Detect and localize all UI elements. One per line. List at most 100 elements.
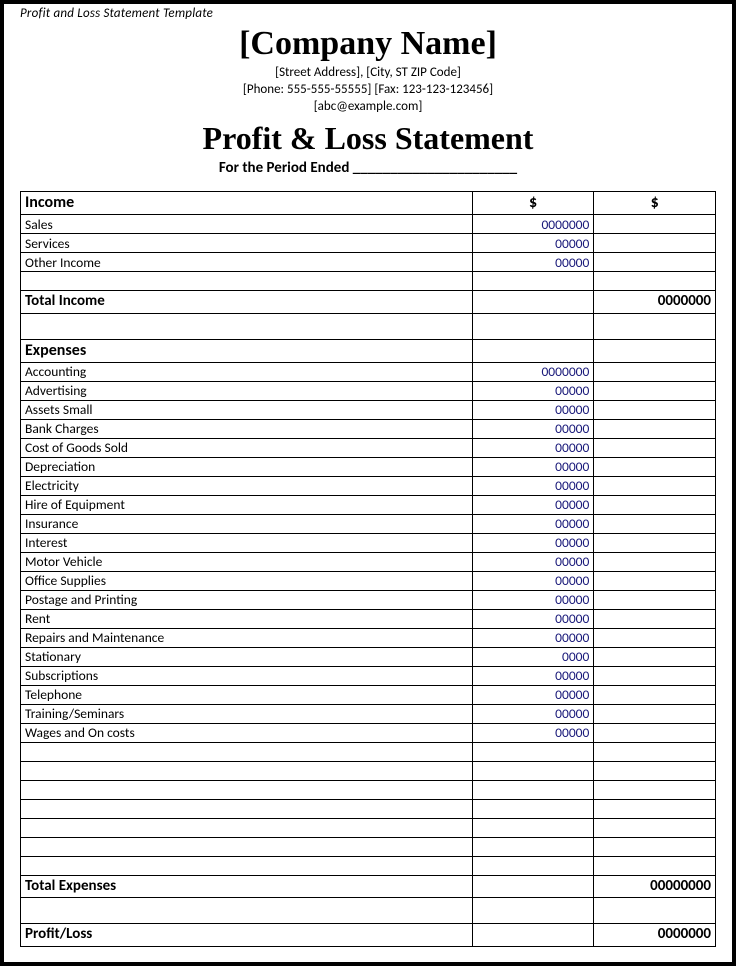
expense-row: Repairs and Maintenance00000 bbox=[21, 629, 716, 648]
expense-row-value: 00000 bbox=[472, 477, 594, 496]
expense-row: Hire of Equipment00000 bbox=[21, 496, 716, 515]
expense-row-label: Subscriptions bbox=[21, 667, 473, 686]
expense-row-label: Hire of Equipment bbox=[21, 496, 473, 515]
expense-row-value: 00000 bbox=[472, 610, 594, 629]
expense-row: Electricity00000 bbox=[21, 477, 716, 496]
total-income-row: Total Income 0000000 bbox=[21, 291, 716, 313]
expenses-heading-row: Expenses bbox=[21, 339, 716, 362]
expense-row-value: 00000 bbox=[472, 591, 594, 610]
expense-row-value: 00000 bbox=[472, 458, 594, 477]
email-line: [abc@example.com] bbox=[20, 99, 716, 114]
blank-row bbox=[21, 838, 716, 857]
income-row-label: Other Income bbox=[21, 253, 473, 272]
income-row-value: 0000000 bbox=[472, 215, 594, 234]
expense-row-label: Office Supplies bbox=[21, 572, 473, 591]
statement-table: Income $ $ Sales0000000Services00000Othe… bbox=[20, 191, 716, 947]
expense-row: Postage and Printing00000 bbox=[21, 591, 716, 610]
expense-row-value: 00000 bbox=[472, 705, 594, 724]
expense-rows: Accounting0000000Advertising00000Assets … bbox=[21, 363, 716, 743]
expense-row-value: 00000 bbox=[472, 515, 594, 534]
period-line: For the Period Ended ___________________… bbox=[20, 159, 716, 177]
section-gap-2 bbox=[21, 898, 716, 924]
currency-col-1: $ bbox=[472, 192, 594, 215]
income-heading-row: Income $ $ bbox=[21, 192, 716, 215]
expense-row-value: 00000 bbox=[472, 439, 594, 458]
expense-row-value: 00000 bbox=[472, 629, 594, 648]
expense-row-total bbox=[594, 477, 716, 496]
section-gap-1 bbox=[21, 313, 716, 339]
profit-loss-label: Profit/Loss bbox=[21, 924, 473, 946]
expense-row-total bbox=[594, 724, 716, 743]
document-header: [Company Name] [Street Address], [City, … bbox=[20, 25, 716, 177]
expense-row-label: Advertising bbox=[21, 382, 473, 401]
expense-row: Bank Charges00000 bbox=[21, 420, 716, 439]
income-row-total bbox=[594, 215, 716, 234]
income-heading: Income bbox=[21, 192, 473, 215]
expense-row-total bbox=[594, 648, 716, 667]
expense-row: Wages and On costs00000 bbox=[21, 724, 716, 743]
total-expenses-label: Total Expenses bbox=[21, 876, 473, 898]
document-frame: Profit and Loss Statement Template [Comp… bbox=[0, 0, 736, 966]
expense-row: Advertising00000 bbox=[21, 382, 716, 401]
total-expenses-value: 00000000 bbox=[594, 876, 716, 898]
company-name: [Company Name] bbox=[20, 25, 716, 63]
expense-row-value: 00000 bbox=[472, 553, 594, 572]
expense-row: Stationary0000 bbox=[21, 648, 716, 667]
expense-spacer bbox=[21, 857, 716, 876]
expense-row: Office Supplies00000 bbox=[21, 572, 716, 591]
expense-row-label: Cost of Goods Sold bbox=[21, 439, 473, 458]
expense-row: Cost of Goods Sold00000 bbox=[21, 439, 716, 458]
expense-row-value: 00000 bbox=[472, 382, 594, 401]
income-row-total bbox=[594, 253, 716, 272]
income-row: Other Income00000 bbox=[21, 253, 716, 272]
expense-row: Rent00000 bbox=[21, 610, 716, 629]
expense-row-total bbox=[594, 496, 716, 515]
expense-row-value: 0000000 bbox=[472, 363, 594, 382]
expense-row-total bbox=[594, 363, 716, 382]
total-income-value: 0000000 bbox=[594, 291, 716, 313]
expense-row-total bbox=[594, 629, 716, 648]
expense-row-label: Assets Small bbox=[21, 401, 473, 420]
expense-row-label: Stationary bbox=[21, 648, 473, 667]
blank-row bbox=[21, 800, 716, 819]
expense-row: Motor Vehicle00000 bbox=[21, 553, 716, 572]
profit-loss-value: 0000000 bbox=[594, 924, 716, 946]
expense-row-total bbox=[594, 382, 716, 401]
expense-row-total bbox=[594, 705, 716, 724]
income-row-value: 00000 bbox=[472, 234, 594, 253]
expense-row-label: Electricity bbox=[21, 477, 473, 496]
address-line: [Street Address], [City, ST ZIP Code] bbox=[20, 65, 716, 80]
income-spacer bbox=[21, 272, 716, 291]
expense-row-value: 00000 bbox=[472, 401, 594, 420]
blank-row bbox=[21, 781, 716, 800]
expense-row: Insurance00000 bbox=[21, 515, 716, 534]
expense-row: Interest00000 bbox=[21, 534, 716, 553]
expense-row-total bbox=[594, 420, 716, 439]
expense-row: Training/Seminars00000 bbox=[21, 705, 716, 724]
expense-row-label: Training/Seminars bbox=[21, 705, 473, 724]
expense-row-total bbox=[594, 439, 716, 458]
blank-row bbox=[21, 819, 716, 838]
expense-row-label: Accounting bbox=[21, 363, 473, 382]
expense-row-value: 00000 bbox=[472, 572, 594, 591]
expense-row: Depreciation00000 bbox=[21, 458, 716, 477]
income-row: Services00000 bbox=[21, 234, 716, 253]
expense-row-total bbox=[594, 401, 716, 420]
currency-col-2: $ bbox=[594, 192, 716, 215]
income-row-value: 00000 bbox=[472, 253, 594, 272]
contact-line: [Phone: 555-555-55555] [Fax: 123-123-123… bbox=[20, 82, 716, 97]
expense-row-value: 00000 bbox=[472, 534, 594, 553]
expense-row-label: Bank Charges bbox=[21, 420, 473, 439]
income-row-label: Services bbox=[21, 234, 473, 253]
expense-row-total bbox=[594, 572, 716, 591]
income-rows: Sales0000000Services00000Other Income000… bbox=[21, 215, 716, 272]
income-row-total bbox=[594, 234, 716, 253]
expense-row-label: Motor Vehicle bbox=[21, 553, 473, 572]
expense-row-total bbox=[594, 534, 716, 553]
expense-row-label: Interest bbox=[21, 534, 473, 553]
expense-row: Accounting0000000 bbox=[21, 363, 716, 382]
income-row: Sales0000000 bbox=[21, 215, 716, 234]
blank-row bbox=[21, 743, 716, 762]
expense-row-value: 0000 bbox=[472, 648, 594, 667]
blank-expense-rows bbox=[21, 743, 716, 857]
